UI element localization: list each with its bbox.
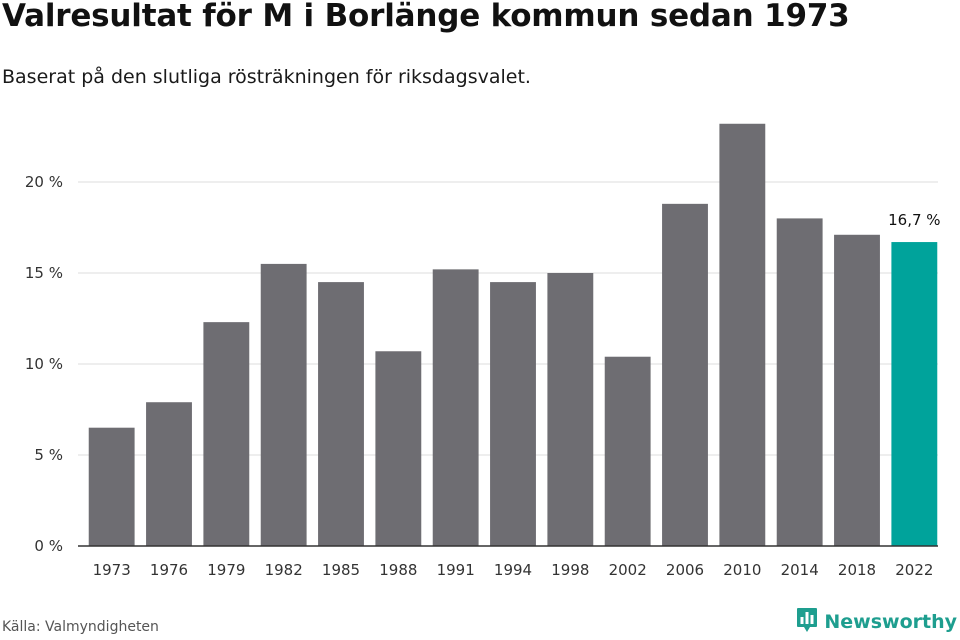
newsworthy-logo-icon [796,607,818,637]
x-tick-label: 1973 [93,561,131,579]
bar-2018[interactable] [834,234,880,546]
x-tick-label: 1988 [379,561,417,579]
bar-2002[interactable] [604,356,651,546]
brand-name: Newsworthy [824,611,957,633]
y-tick-label: 0 % [34,537,63,555]
bar-1976[interactable] [146,402,192,546]
x-tick-label: 2010 [723,561,761,579]
y-tick-label: 20 % [25,173,63,191]
y-tick-label: 10 % [25,355,63,373]
bar-chart: 0 % 5 % 10 % 15 % 20 % 1973 1976 1979 1982 1985 19… [25,123,941,579]
source-note: Källa: Valmyndigheten [2,619,159,635]
x-tick-label: 1998 [551,561,589,579]
x-tick-label: 1991 [437,561,475,579]
bar-1988[interactable] [375,351,422,546]
bar-2014[interactable] [776,218,823,546]
x-tick-label: 2014 [781,561,819,579]
bar-2010[interactable] [719,123,766,546]
x-tick-label: 1976 [150,561,188,579]
axes: 0 % 5 % 10 % 15 % 20 % 1973 1976 1979 1982 1985 19… [25,173,941,579]
x-tick-label: 1979 [207,561,245,579]
y-tick-label: 15 % [25,264,63,282]
x-tick-label: 2006 [666,561,704,579]
bars [88,123,938,546]
brand-logo[interactable]: Newsworthy [796,607,957,637]
bar-1973[interactable] [88,427,135,546]
bar-2022[interactable] [891,242,938,546]
chart-title: Valresultat för M i Borlänge kommun seda… [2,0,850,34]
x-tick-label: 2002 [609,561,647,579]
x-tick-label: 1994 [494,561,532,579]
bar-1985[interactable] [318,282,364,546]
chart-subtitle: Baserat på den slutliga rösträkningen fö… [2,66,531,88]
bar-1982[interactable] [260,263,307,546]
bar-1991[interactable] [432,269,479,546]
x-tick-label: 1985 [322,561,360,579]
x-tick-label: 2022 [895,561,933,579]
bar-1998[interactable] [547,273,594,546]
x-tick-label: 1982 [265,561,303,579]
y-tick-label: 5 % [34,446,63,464]
x-tick-label: 2018 [838,561,876,579]
bar-1979[interactable] [203,322,250,546]
bar-1994[interactable] [490,282,536,546]
bar-2006[interactable] [662,203,708,546]
data-label-highlight: 16,7 % [888,211,940,229]
